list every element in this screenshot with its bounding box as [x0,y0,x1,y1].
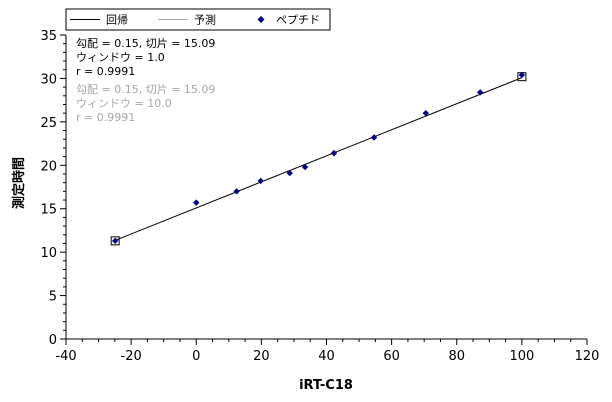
peptide-point [193,199,200,206]
regression-line [114,77,523,241]
y-tick-label: 10 [40,246,57,261]
predicted-stat-window: ウィンドウ = 10.0 [76,97,172,110]
x-tick-label: 100 [509,349,534,364]
x-tick-label: -40 [55,349,76,364]
legend-predicted-label: 予測 [194,13,216,27]
y-tick-label: 20 [40,159,57,174]
outlier-box-marker [110,236,120,246]
peptide-point [330,149,338,157]
x-tick-label: -20 [121,349,142,364]
peptide-point [476,89,484,96]
regression-stat-slope: 勾配 = 0.15, 切片 = 15.09 [76,37,215,50]
legend: 回帰 予測 ペプチド [65,8,331,31]
stats-annotations: 勾配 = 0.15, 切片 = 15.09 ウィンドウ = 1.0 r = 0.… [76,37,215,124]
y-tick-label: 25 [40,116,57,131]
x-tick-label: 0 [192,349,200,364]
x-tick-label: 80 [448,349,465,364]
y-tick-label: 30 [40,72,57,87]
peptide-point [257,177,264,185]
x-tick-label: 60 [383,349,400,364]
x-tick-label: 20 [253,349,270,364]
regression-line-group [114,77,523,241]
peptide-points [110,71,527,246]
regression-stat-r: r = 0.9991 [76,65,135,78]
axes: -40 -20 0 20 40 60 80 100 120 0 5 10 15 20 25 30 35 [40,29,599,364]
x-axis-title: iRT-C18 [299,378,353,393]
peptide-point [111,237,119,245]
y-tick-label: 0 [49,333,57,348]
predicted-stat-r: r = 0.9991 [76,111,135,124]
peptide-point [233,188,240,195]
peptide-point [286,169,293,177]
peptide-point [518,71,526,79]
legend-regression-label: 回帰 [106,14,128,27]
y-tick-label: 35 [40,29,57,44]
peptide-point [422,109,430,117]
predicted-stat-slope: 勾配 = 0.15, 切片 = 15.09 [76,83,215,96]
x-tick-label: 40 [318,349,335,364]
peptide-point [370,134,378,141]
legend-peptide-label: ペプチド [276,14,320,27]
x-tick-label: 120 [575,349,600,364]
legend-peptide-diamond [257,16,265,23]
legend-box [65,8,331,31]
peptide-point [301,163,309,171]
regression-stat-window: ウィンドウ = 1.0 [76,51,165,64]
y-axis-title: 測定時間 [11,157,27,209]
y-tick-label: 5 [49,290,57,305]
y-tick-label: 15 [40,203,57,218]
